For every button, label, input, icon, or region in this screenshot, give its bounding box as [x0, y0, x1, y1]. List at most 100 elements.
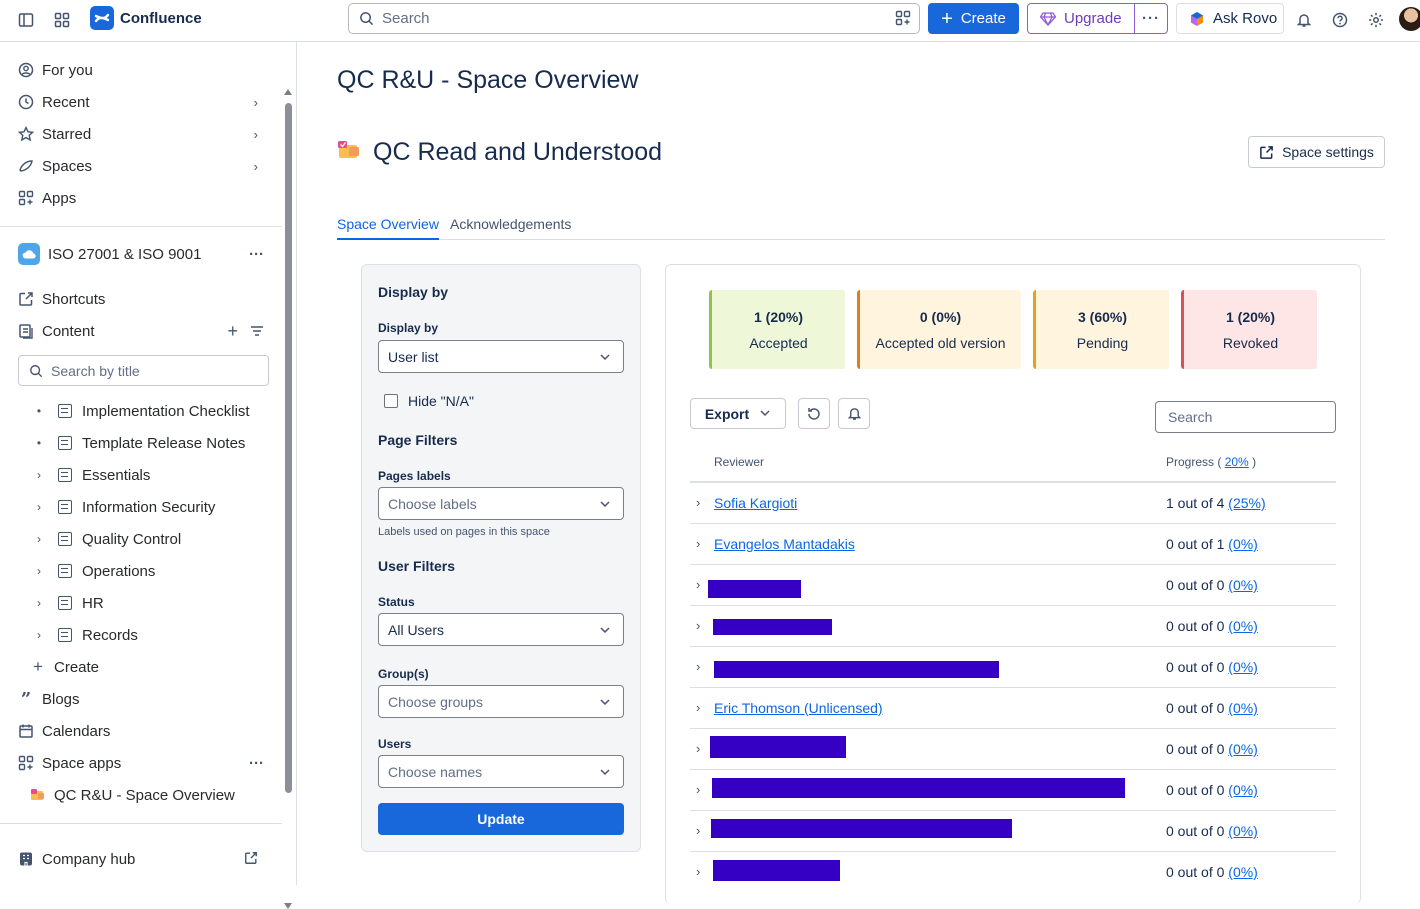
table-row[interactable]: › 0 out of 0 (0%)	[690, 565, 1336, 606]
sidebar-scrollbar[interactable]	[284, 89, 293, 909]
table-row[interactable]: › 0 out of 0 (0%)	[690, 770, 1336, 811]
progress-pct-link[interactable]: (0%)	[1228, 536, 1258, 552]
more-icon[interactable]: ···	[1142, 10, 1160, 27]
users-select[interactable]: Choose names	[378, 755, 624, 788]
chevron-right-icon[interactable]: ›	[696, 577, 701, 592]
notify-button[interactable]	[838, 398, 870, 429]
update-button[interactable]: Update	[378, 803, 624, 835]
summary-card-accepted[interactable]: 1 (20%) Accepted	[709, 290, 845, 369]
content-search-input[interactable]: Search by title	[18, 355, 269, 386]
avatar[interactable]	[1399, 7, 1420, 31]
chevron-right-icon[interactable]: ›	[696, 536, 701, 551]
tree-item-operations[interactable]: › Operations	[30, 560, 155, 582]
tree-item-essentials[interactable]: › Essentials	[30, 464, 150, 486]
chevron-right-icon[interactable]: ›	[696, 659, 701, 674]
export-button[interactable]: Export	[690, 398, 786, 429]
space-settings-button[interactable]: Space settings	[1248, 136, 1385, 168]
progress-header-link[interactable]: 20%	[1224, 455, 1249, 469]
tree-item-implementation-checklist[interactable]: • Implementation Checklist	[30, 400, 250, 422]
display-by-select[interactable]: User list	[378, 340, 624, 373]
sidebar-toggle-icon[interactable]	[14, 8, 38, 32]
table-row[interactable]: › Evangelos Mantadakis 0 out of 1 (0%)	[690, 524, 1336, 565]
groups-select[interactable]: Choose groups	[378, 685, 624, 718]
sidebar-item-spaces[interactable]: Spaces ›	[18, 154, 282, 178]
scroll-down-icon[interactable]	[284, 903, 292, 909]
pages-labels-select[interactable]: Choose labels	[378, 487, 624, 520]
chevron-right-icon[interactable]: ›	[37, 596, 41, 610]
table-row[interactable]: › 0 out of 0 (0%)	[690, 647, 1336, 688]
chevron-right-icon[interactable]: ›	[37, 532, 41, 546]
chevron-right-icon[interactable]: ›	[696, 700, 701, 715]
table-row[interactable]: › Sofia Kargioti 1 out of 4 (25%)	[690, 483, 1336, 524]
bell-icon[interactable]	[1292, 8, 1316, 32]
summary-card-accepted-old[interactable]: 0 (0%) Accepted old version	[857, 290, 1021, 369]
chevron-right-icon[interactable]: ›	[37, 628, 41, 642]
confluence-logo[interactable]: Confluence	[90, 6, 202, 30]
chevron-right-icon[interactable]: ›	[696, 864, 701, 879]
tree-item-hr[interactable]: › HR	[30, 592, 104, 614]
sidebar-item-recent[interactable]: Recent ›	[18, 90, 282, 114]
tab-space-overview[interactable]: Space Overview	[337, 216, 439, 240]
filter-icon[interactable]	[895, 10, 911, 30]
scroll-up-icon[interactable]	[284, 89, 292, 95]
sidebar-item-for-you[interactable]: For you	[18, 58, 93, 82]
chevron-right-icon[interactable]: ›	[37, 468, 41, 482]
plus-icon[interactable]: +	[227, 320, 238, 341]
chevron-right-icon[interactable]: ›	[37, 564, 41, 578]
table-search-input[interactable]: Search	[1155, 401, 1336, 433]
tree-item-information-security[interactable]: › Information Security	[30, 496, 215, 518]
sidebar-item-content[interactable]: Content +	[18, 319, 268, 343]
more-icon[interactable]: ···	[249, 245, 264, 263]
chevron-right-icon[interactable]: ›	[696, 741, 701, 756]
external-link-icon[interactable]	[244, 851, 258, 869]
table-row[interactable]: › 0 out of 0 (0%)	[690, 606, 1336, 647]
sidebar-item-shortcuts[interactable]: Shortcuts	[18, 287, 105, 311]
chevron-right-icon[interactable]: ›	[37, 500, 41, 514]
chevron-right-icon[interactable]: ›	[696, 823, 701, 838]
chevron-right-icon[interactable]: ›	[696, 495, 701, 510]
chevron-right-icon[interactable]: ›	[696, 618, 701, 633]
summary-card-revoked[interactable]: 1 (20%) Revoked	[1181, 290, 1317, 369]
progress-pct-link[interactable]: (0%)	[1228, 864, 1258, 880]
hide-na-checkbox[interactable]: Hide "N/A"	[384, 393, 474, 409]
progress-pct-link[interactable]: (0%)	[1228, 618, 1258, 634]
global-search-input[interactable]: Search	[348, 3, 920, 34]
chevron-right-icon[interactable]: ›	[253, 158, 258, 174]
refresh-button[interactable]	[798, 398, 830, 429]
progress-pct-link[interactable]: (0%)	[1228, 659, 1258, 675]
tree-item-template-release-notes[interactable]: • Template Release Notes	[30, 432, 246, 454]
table-row[interactable]: › 0 out of 0 (0%)	[690, 852, 1336, 893]
checkbox-box[interactable]	[384, 394, 398, 408]
status-select[interactable]: All Users	[378, 613, 624, 646]
table-row[interactable]: › 0 out of 0 (0%)	[690, 729, 1336, 770]
sidebar-item-starred[interactable]: Starred ›	[18, 122, 282, 146]
sidebar-item-blogs[interactable]: ” Blogs	[18, 687, 80, 711]
tree-item-quality-control[interactable]: › Quality Control	[30, 528, 181, 550]
reviewer-link[interactable]: Sofia Kargioti	[714, 495, 798, 511]
table-row[interactable]: › 0 out of 0 (0%)	[690, 811, 1336, 852]
tab-acknowledgements[interactable]: Acknowledgements	[450, 216, 572, 232]
sidebar-item-qc-overview[interactable]: QC R&U - Space Overview	[30, 783, 235, 807]
column-header-progress[interactable]: Progress ( 20% )	[1166, 455, 1256, 469]
sort-icon[interactable]	[250, 324, 264, 341]
progress-pct-link[interactable]: (0%)	[1228, 577, 1258, 593]
upgrade-button[interactable]: Upgrade	[1028, 4, 1135, 33]
app-switcher-icon[interactable]	[50, 8, 74, 32]
tree-item-records[interactable]: › Records	[30, 624, 138, 646]
sidebar-item-apps[interactable]: Apps	[18, 186, 76, 210]
sidebar-item-calendars[interactable]: Calendars	[18, 719, 110, 743]
progress-pct-link[interactable]: (0%)	[1228, 782, 1258, 798]
table-row[interactable]: › Eric Thomson (Unlicensed) 0 out of 0 (…	[690, 688, 1336, 729]
chevron-right-icon[interactable]: ›	[253, 94, 258, 110]
progress-pct-link[interactable]: (0%)	[1228, 700, 1258, 716]
sidebar-item-space-apps[interactable]: Space apps ···	[18, 751, 268, 775]
scrollbar-thumb[interactable]	[285, 103, 292, 793]
chevron-right-icon[interactable]: ›	[696, 782, 701, 797]
space-header[interactable]: ISO 27001 & ISO 9001 ···	[18, 242, 268, 266]
help-icon[interactable]	[1328, 8, 1352, 32]
summary-card-pending[interactable]: 3 (60%) Pending	[1033, 290, 1169, 369]
column-header-reviewer[interactable]: Reviewer	[714, 455, 765, 469]
progress-pct-link[interactable]: (0%)	[1228, 741, 1258, 757]
progress-pct-link[interactable]: (0%)	[1228, 823, 1258, 839]
more-icon[interactable]: ···	[249, 754, 264, 772]
